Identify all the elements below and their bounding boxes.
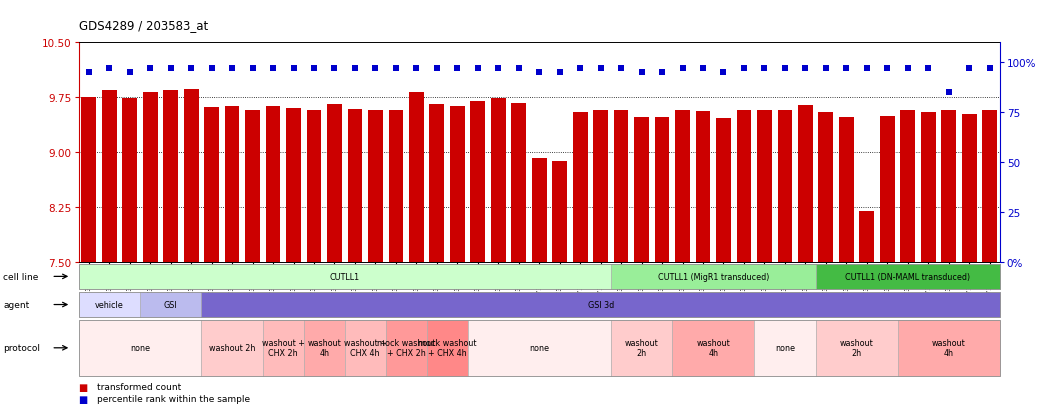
Bar: [654, 118, 669, 262]
Text: none: none: [529, 344, 550, 352]
Bar: [511, 104, 526, 262]
Text: washout 2h: washout 2h: [209, 344, 255, 352]
Text: CUTLL1 (DN-MAML transduced): CUTLL1 (DN-MAML transduced): [845, 272, 971, 281]
Bar: [122, 99, 137, 262]
Bar: [532, 159, 547, 262]
Text: CUTLL1: CUTLL1: [330, 272, 360, 281]
Bar: [429, 104, 444, 262]
Text: protocol: protocol: [3, 344, 40, 352]
Text: washout +
CHX 4h: washout + CHX 4h: [343, 338, 386, 358]
Bar: [757, 111, 772, 262]
Bar: [450, 107, 465, 262]
Text: ■: ■: [79, 394, 88, 404]
Text: washout
2h: washout 2h: [840, 338, 873, 358]
Bar: [819, 113, 833, 262]
Bar: [941, 111, 956, 262]
Bar: [798, 106, 812, 262]
Bar: [142, 93, 157, 262]
Bar: [634, 118, 649, 262]
Bar: [369, 111, 383, 262]
Bar: [737, 111, 752, 262]
Text: cell line: cell line: [3, 272, 39, 281]
Bar: [348, 110, 362, 262]
Bar: [204, 107, 219, 262]
Text: washout
4h: washout 4h: [696, 338, 730, 358]
Bar: [82, 97, 96, 262]
Bar: [388, 111, 403, 262]
Bar: [245, 111, 260, 262]
Text: washout +
CHX 2h: washout + CHX 2h: [262, 338, 305, 358]
Bar: [716, 119, 731, 262]
Bar: [573, 113, 587, 262]
Bar: [675, 111, 690, 262]
Bar: [327, 104, 341, 262]
Bar: [286, 109, 300, 262]
Bar: [163, 91, 178, 262]
Text: GDS4289 / 203583_at: GDS4289 / 203583_at: [79, 19, 207, 31]
Bar: [900, 111, 915, 262]
Text: percentile rank within the sample: percentile rank within the sample: [97, 394, 250, 403]
Bar: [962, 115, 977, 262]
Bar: [879, 117, 894, 262]
Text: vehicle: vehicle: [95, 300, 124, 309]
Bar: [470, 102, 485, 262]
Bar: [491, 99, 506, 262]
Text: ■: ■: [79, 382, 88, 392]
Bar: [409, 93, 424, 262]
Text: agent: agent: [3, 300, 29, 309]
Text: mock washout
+ CHX 2h: mock washout + CHX 2h: [377, 338, 436, 358]
Bar: [266, 107, 281, 262]
Bar: [695, 112, 710, 262]
Bar: [860, 211, 874, 262]
Text: washout
4h: washout 4h: [308, 338, 341, 358]
Text: CUTLL1 (MigR1 transduced): CUTLL1 (MigR1 transduced): [658, 272, 768, 281]
Bar: [102, 91, 116, 262]
Bar: [839, 118, 853, 262]
Text: mock washout
+ CHX 4h: mock washout + CHX 4h: [418, 338, 476, 358]
Text: washout
4h: washout 4h: [932, 338, 965, 358]
Text: none: none: [130, 344, 150, 352]
Text: GSI: GSI: [163, 300, 178, 309]
Text: none: none: [775, 344, 795, 352]
Bar: [594, 111, 608, 262]
Bar: [307, 111, 321, 262]
Bar: [982, 111, 997, 262]
Bar: [614, 111, 628, 262]
Bar: [225, 107, 240, 262]
Bar: [553, 161, 567, 262]
Text: washout
2h: washout 2h: [625, 338, 659, 358]
Bar: [921, 113, 936, 262]
Bar: [778, 111, 793, 262]
Text: transformed count: transformed count: [97, 382, 181, 392]
Text: GSI 3d: GSI 3d: [587, 300, 614, 309]
Bar: [184, 89, 199, 262]
